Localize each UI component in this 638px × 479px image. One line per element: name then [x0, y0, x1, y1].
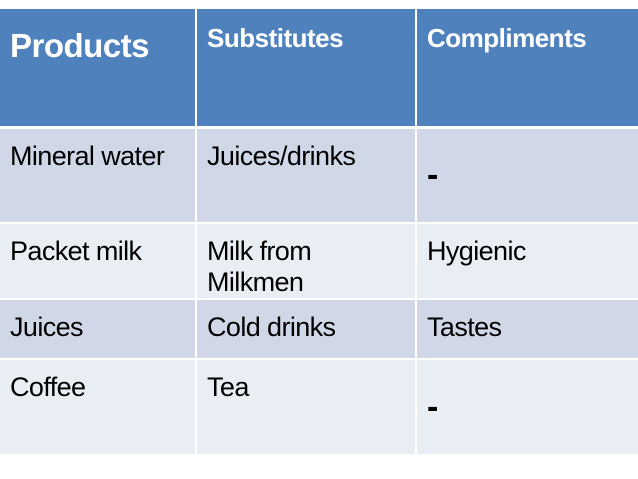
cell-product: Juices — [0, 299, 197, 360]
table-row: Juices Cold drinks Tastes — [0, 299, 638, 360]
slide: Products Substitutes Compliments Mineral… — [0, 9, 638, 456]
header-products: Products — [0, 9, 197, 129]
cell-product: Coffee — [0, 359, 197, 456]
header-compliments: Compliments — [416, 9, 638, 129]
cell-product: Packet milk — [0, 223, 197, 300]
cell-substitute: Milk from Milkmen — [196, 223, 417, 300]
cell-compliment: Hygienic — [416, 223, 638, 300]
cell-compliment: Tastes — [416, 299, 638, 360]
cell-compliment: - — [416, 127, 638, 224]
cell-substitute: Juices/drinks — [196, 127, 417, 224]
cell-product: Mineral water — [0, 127, 197, 224]
table-header-row: Products Substitutes Compliments — [0, 9, 638, 129]
table-row: Coffee Tea - — [0, 359, 638, 456]
products-table: Products Substitutes Compliments Mineral… — [0, 9, 638, 456]
cell-substitute: Cold drinks — [196, 299, 417, 360]
table-row: Mineral water Juices/drinks - — [0, 127, 638, 224]
cell-substitute: Tea — [196, 359, 417, 456]
table-row: Packet milk Milk from Milkmen Hygienic — [0, 223, 638, 300]
cell-compliment: - — [416, 359, 638, 456]
header-substitutes: Substitutes — [196, 9, 417, 129]
